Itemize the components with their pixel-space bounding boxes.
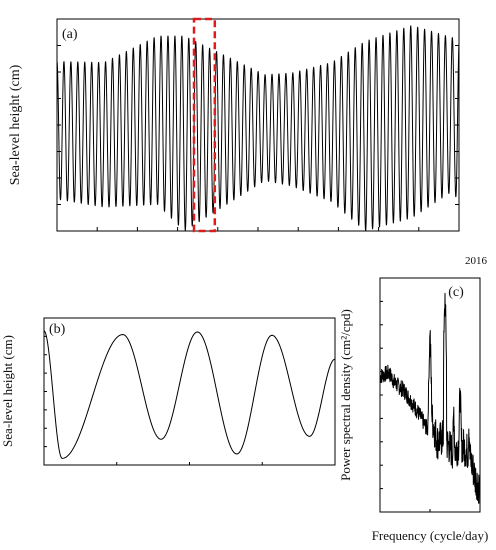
panel-a-x-axis [56,227,460,231]
panel-c-xlabel: Frequency (cycle/day) [372,528,489,543]
panel-b-sea-level-series [43,330,336,459]
panel-a-chart: (a) Sea-level height (cm) 2016 [8,17,488,267]
panel-a-ylabel: Sea-level height (cm) [8,64,23,185]
panel-c-x-axis [379,509,481,512]
panel-a-highlight-box [192,17,217,233]
panel-c-frame [379,277,481,513]
panel-c-spectrum-series [379,292,481,505]
panel-c-ylabel: Power spectral density (cm²/cpd) [338,309,353,481]
panel-b-frame [43,317,336,466]
panel-a-year-label: 2016 [465,255,488,267]
panel-b-ylabel: Sea-level height (cm) [0,335,15,447]
panel-a-sea-level-series [56,25,460,232]
panel-b-x-axis [43,462,336,465]
panel-c-label: (c) [448,285,464,300]
panel-a-label: (a) [62,27,78,42]
panel-b-label: (b) [49,322,66,337]
panel-c-chart: (c) Power spectral density (cm²/cpd) Fre… [338,277,489,543]
panel-b-chart: (b) Sea-level height (cm) [0,317,336,466]
